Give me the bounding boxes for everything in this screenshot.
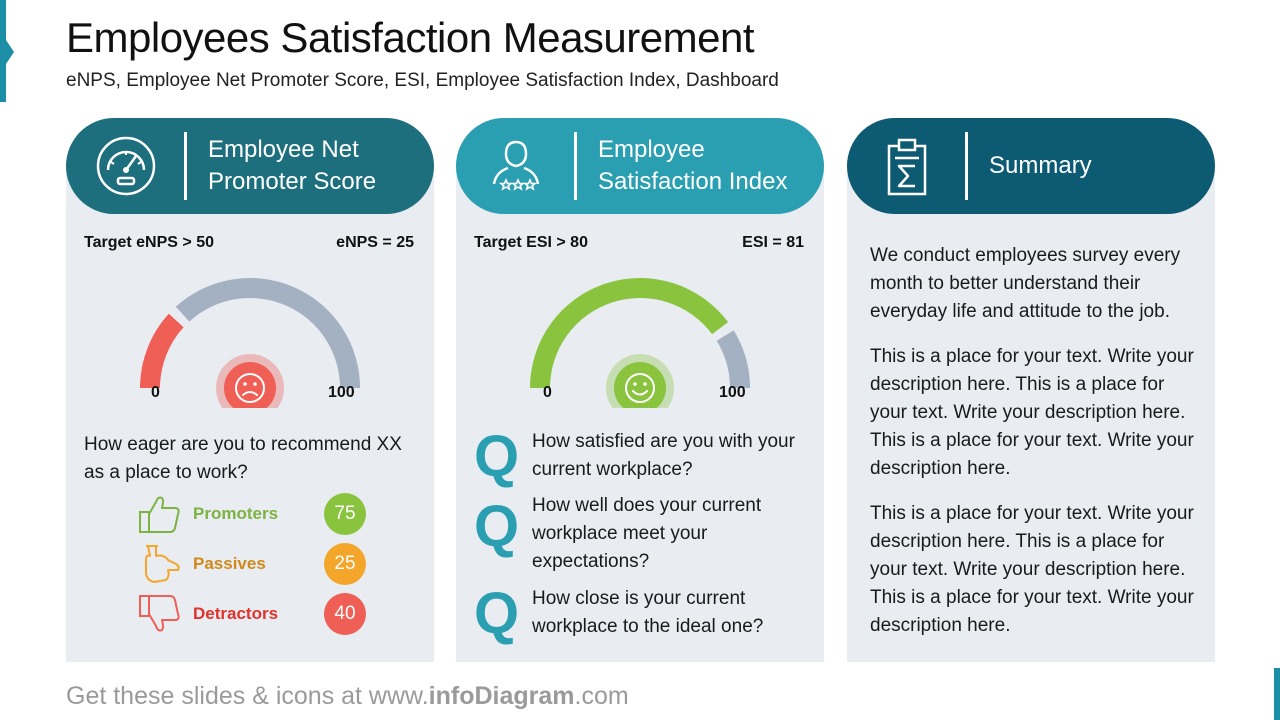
enps-score: eNPS = 25	[336, 234, 414, 251]
q-letter: Q	[474, 424, 520, 489]
enps-gauge-min: 0	[151, 384, 160, 401]
enps-card: Employee Net Promoter Score Target eNPS …	[66, 118, 434, 662]
summary-card-header: Summary	[847, 118, 1215, 214]
page-subtitle: eNPS, Employee Net Promoter Score, ESI, …	[66, 70, 779, 91]
pointing-hand-icon	[145, 545, 180, 583]
esi-gauge-max: 100	[719, 384, 746, 401]
header-divider	[184, 132, 187, 200]
enps-gauge	[140, 278, 360, 408]
q-text: How well does your current workplace mee…	[532, 495, 762, 572]
esi-target: Target ESI > 80	[474, 234, 588, 251]
summary-card: Summary We conduct employees survey ever…	[847, 118, 1215, 662]
q-text: How close is your current workplace to t…	[532, 588, 764, 637]
left-accent-bar	[0, 0, 6, 102]
summary-paragraph-3: This is a place for your text. Write you…	[870, 503, 1194, 636]
esi-score: ESI = 81	[742, 234, 804, 251]
thumbs-down-icon	[139, 595, 180, 632]
legend-label: Detractors	[193, 604, 279, 623]
legend-label: Passives	[193, 554, 266, 573]
header-divider	[574, 132, 577, 200]
legend-value: 40	[324, 593, 366, 635]
thumbs-up-icon	[139, 496, 180, 533]
legend-promoters: Promoters 75	[138, 492, 378, 536]
speedometer-icon	[96, 136, 156, 196]
summary-paragraph-2: This is a place for your text. Write you…	[870, 346, 1194, 479]
legend-value: 75	[324, 493, 366, 535]
esi-gauge	[530, 278, 750, 408]
left-accent-arrow	[6, 40, 14, 64]
legend-detractors: Detractors 40	[138, 592, 378, 636]
page-title: Employees Satisfaction Measurement	[66, 14, 755, 61]
right-accent-bar	[1274, 668, 1280, 720]
clipboard-sigma-icon	[887, 138, 927, 196]
q-letter: Q	[474, 581, 520, 646]
summary-paragraph-1: We conduct employees survey every month …	[870, 245, 1181, 322]
esi-card-title: Employee Satisfaction Index	[598, 136, 788, 195]
legend-label: Promoters	[193, 504, 279, 523]
legend-passives: Passives 25	[138, 542, 378, 586]
q-text: How satisfied are you with your current …	[532, 431, 795, 480]
header-divider	[965, 132, 968, 200]
footer-suffix: .com	[574, 682, 629, 710]
enps-question: How eager are you to recommend XX as a p…	[84, 434, 402, 483]
enps-gauge-max: 100	[328, 384, 355, 401]
gauge-fill	[140, 313, 184, 388]
footer-brand: infoDiagram	[428, 682, 575, 710]
sad-face-icon	[216, 354, 284, 408]
esi-card: Employee Satisfaction Index Target ESI >…	[456, 118, 824, 662]
esi-card-header: Employee Satisfaction Index	[456, 118, 824, 214]
summary-card-title: Summary	[989, 152, 1092, 179]
user-rating-icon	[492, 140, 540, 191]
q-letter: Q	[474, 494, 520, 559]
enps-card-header: Employee Net Promoter Score	[66, 118, 434, 214]
happy-face-icon	[606, 354, 674, 408]
footer-prefix: Get these slides & icons at www.	[66, 682, 429, 710]
gauge-track	[175, 278, 360, 388]
enps-target: Target eNPS > 50	[84, 234, 214, 251]
gauge-fill	[530, 278, 729, 388]
legend-value: 25	[324, 543, 366, 585]
gauge-track	[716, 330, 750, 388]
enps-card-title: Employee Net Promoter Score	[208, 136, 377, 195]
esi-gauge-min: 0	[543, 384, 552, 401]
footer: Get these slides & icons at www.infoDiag…	[66, 682, 629, 711]
